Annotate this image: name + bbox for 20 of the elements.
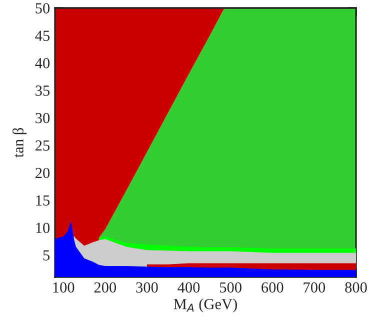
x-tick-label: 200 xyxy=(94,282,116,293)
y-tick-label: 25 xyxy=(36,140,50,151)
y-tick-label: 40 xyxy=(35,58,50,68)
x-axis-title: M$_{A}$ (GeV) xyxy=(174,298,237,312)
x-tick-label: 800 xyxy=(345,282,367,293)
y-tick-label: 20 xyxy=(36,168,50,178)
x-tick-label: 700 xyxy=(304,282,326,293)
y-tick-label: 45 xyxy=(35,30,50,41)
y-tick-label: 10 xyxy=(36,222,50,234)
x-tick-label: 600 xyxy=(262,282,284,293)
x-tick-label: 500 xyxy=(220,282,242,293)
x-tick-label: 400 xyxy=(178,282,200,293)
y-tick-label: 15 xyxy=(36,195,50,206)
y-tick-label: 30 xyxy=(36,112,50,124)
y-axis-title: tan β xyxy=(12,128,27,158)
y-tick-label: 35 xyxy=(36,86,50,96)
x-tick-label: 100 xyxy=(53,282,74,293)
y-tick-label: 50 xyxy=(36,3,50,14)
x-tick-label: 300 xyxy=(136,282,158,293)
y-tick-label: 5 xyxy=(43,250,50,260)
